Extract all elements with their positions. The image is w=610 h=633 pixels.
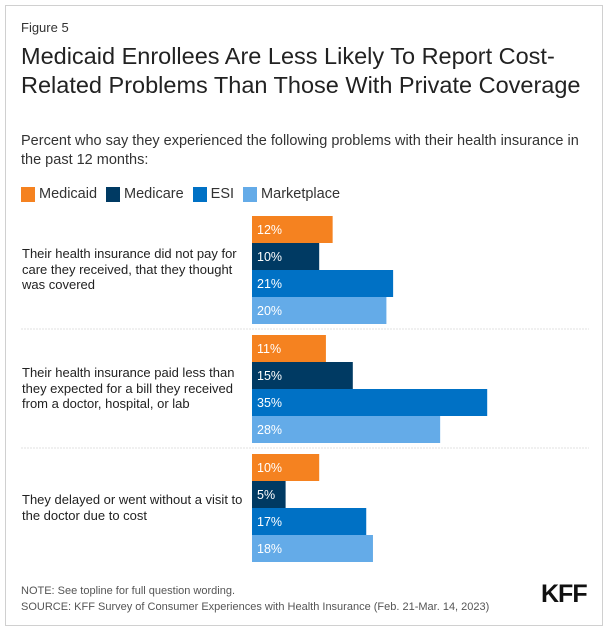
legend-label-esi: ESI <box>210 186 235 202</box>
category-label-3: They delayed or went without a visit to … <box>22 492 243 523</box>
bar-esi-2 <box>252 389 488 416</box>
bar-medicaid-3 <box>252 454 320 481</box>
legend-swatch-esi <box>192 186 207 202</box>
bar-marketplace-3 <box>252 535 373 562</box>
chart-title: Medicaid Enrollees Are Less Likely To Re… <box>21 43 581 98</box>
data-label-medicare-3: 5% <box>257 488 275 502</box>
bar-esi-3 <box>252 508 367 535</box>
category-label-2: Their health insurance paid less than th… <box>22 365 235 411</box>
legend-label-medicaid: Medicaid <box>39 186 98 202</box>
footnote: NOTE: See topline for full question word… <box>21 583 489 615</box>
category-label-1: Their health insurance did not pay for c… <box>22 246 237 292</box>
legend-item-medicaid: Medicaid <box>21 186 97 202</box>
data-label-medicaid-2: 11% <box>257 342 281 356</box>
legend-swatch-medicaid <box>21 186 35 202</box>
legend-swatch-medicare <box>106 186 121 202</box>
source-text: SOURCE: KFF Survey of Consumer Experienc… <box>21 601 490 613</box>
chart-subtitle: Percent who say they experienced the fol… <box>21 133 579 168</box>
figure-label: Figure 5 <box>21 20 69 35</box>
data-label-esi-2: 35% <box>257 396 282 410</box>
data-label-medicare-1: 10% <box>257 250 282 264</box>
note-text: NOTE: See topline for full question word… <box>21 585 236 597</box>
data-label-marketplace-2: 28% <box>257 423 282 437</box>
legend: Medicaid Medicare ESI Marketplace <box>21 186 349 202</box>
legend-swatch-marketplace <box>243 186 258 202</box>
data-label-medicare-2: 15% <box>257 369 282 383</box>
bar-medicare-2 <box>252 362 353 389</box>
legend-label-marketplace: Marketplace <box>261 186 341 202</box>
legend-item-medicare: Medicare <box>106 186 184 202</box>
chart-frame <box>5 5 603 626</box>
bar-medicaid-1 <box>252 216 333 243</box>
kff-logo: KFF <box>541 580 588 608</box>
data-label-marketplace-3: 18% <box>257 542 282 556</box>
data-label-esi-1: 21% <box>257 277 282 291</box>
data-label-esi-3: 17% <box>257 515 282 529</box>
data-label-medicaid-1: 12% <box>257 223 282 237</box>
bar-esi-1 <box>252 270 394 297</box>
bar-medicare-1 <box>252 243 320 270</box>
legend-label-medicare: Medicare <box>124 186 184 202</box>
data-label-medicaid-3: 10% <box>257 461 282 475</box>
bar-medicaid-2 <box>252 335 326 362</box>
data-label-marketplace-1: 20% <box>257 304 282 318</box>
bar-marketplace-2 <box>252 416 441 443</box>
bar-marketplace-1 <box>252 297 387 324</box>
legend-item-esi: ESI <box>192 186 235 202</box>
legend-item-marketplace: Marketplace <box>243 186 340 202</box>
bar-medicare-3 <box>252 481 286 508</box>
